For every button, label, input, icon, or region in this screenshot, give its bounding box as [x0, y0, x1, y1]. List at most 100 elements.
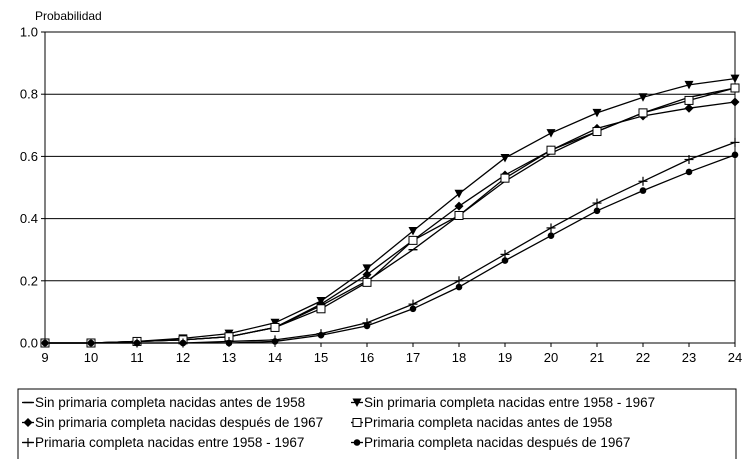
- series-line: [45, 141, 736, 344]
- data-point: [547, 232, 555, 240]
- x-tick-label: 15: [314, 350, 328, 365]
- data-point: [501, 257, 509, 264]
- data-point: [41, 339, 49, 347]
- x-tick-label: 9: [41, 350, 48, 365]
- x-tick-label: 24: [728, 350, 742, 365]
- data-point: [454, 201, 464, 211]
- data-point: [730, 74, 740, 84]
- data-point: [638, 93, 648, 102]
- y-axis: 0.0 0.2 0.4 0.6 0.8 1.0: [20, 25, 45, 351]
- legend-label: Sin primaria completa nacidas entre 1958…: [364, 395, 655, 410]
- x-tick-label: 14: [268, 350, 282, 365]
- legend-item-2: Sin primaria completa nacidas entre 1958…: [351, 395, 655, 410]
- data-point: [730, 83, 740, 93]
- data-point: [225, 339, 233, 347]
- data-point: [730, 97, 740, 107]
- legend-label: Sin primaria completa nacidas antes de 1…: [35, 395, 305, 410]
- data-point: [730, 137, 740, 147]
- legend-label: Primaria completa nacidas antes de 1958: [364, 415, 612, 430]
- x-tick-label: 18: [452, 350, 466, 365]
- data-point: [592, 108, 602, 118]
- legend-item-4: Primaria completa nacidas antes de 1958: [351, 415, 612, 430]
- data-point: [408, 227, 418, 236]
- data-point: [179, 339, 187, 347]
- legend-label: Primaria completa nacidas entre 1958 - 1…: [35, 435, 304, 450]
- data-point: [639, 187, 647, 194]
- data-point: [133, 339, 141, 347]
- series-1: [40, 87, 740, 344]
- data-point: [592, 127, 602, 137]
- data-point: [546, 145, 556, 155]
- data-point: [454, 210, 464, 220]
- data-point: [316, 304, 326, 314]
- series-6: [41, 151, 739, 347]
- data-point: [408, 235, 418, 245]
- data-point: [546, 129, 556, 138]
- data-point: [362, 264, 372, 273]
- data-point: [500, 173, 510, 183]
- series-line: [45, 87, 736, 344]
- x-tick-label: 19: [498, 350, 512, 365]
- x-tick-label: 13: [222, 350, 236, 365]
- data-point: [454, 189, 464, 199]
- series-3: [40, 97, 740, 348]
- data-point: [317, 331, 325, 339]
- data-point: [684, 155, 694, 165]
- legend-item-6: Primaria completa nacidas después de 196…: [351, 435, 630, 450]
- y-tick-label: 0.8: [20, 87, 38, 102]
- x-tick-label: 21: [590, 350, 604, 365]
- series-line: [45, 101, 736, 344]
- y-axis-label: Probabilidad: [35, 9, 102, 23]
- y-tick-label: 0.2: [20, 273, 38, 288]
- x-tick-label: 17: [406, 350, 420, 365]
- y-tick-label: 0.6: [20, 149, 38, 164]
- x-tick-label: 22: [636, 350, 650, 365]
- series-line: [45, 78, 736, 344]
- y-tick-label: 0.4: [20, 211, 38, 226]
- legend-label: Sin primaria completa nacidas después de…: [35, 415, 323, 430]
- x-tick-label: 16: [360, 350, 374, 365]
- data-point: [731, 151, 739, 159]
- legend-marker: [353, 439, 361, 446]
- data-point: [271, 338, 279, 345]
- data-point: [455, 283, 463, 291]
- data-point: [684, 80, 694, 90]
- series-line: [45, 87, 736, 344]
- data-point: [592, 198, 602, 208]
- x-tick-label: 20: [544, 350, 558, 365]
- data-point: [409, 305, 417, 313]
- plot-area-frame: [44, 31, 736, 344]
- data-point: [684, 95, 694, 105]
- data-point: [362, 270, 372, 280]
- gridlines: [45, 93, 735, 282]
- data-point: [362, 277, 372, 287]
- series-4: [40, 83, 740, 348]
- legend-label: Primaria completa nacidas después de 196…: [364, 435, 630, 450]
- x-tick-label: 12: [176, 350, 190, 365]
- data-point: [593, 207, 601, 215]
- legend: [17, 388, 737, 459]
- y-tick-label: 1.0: [20, 25, 38, 40]
- legend-item-1: Sin primaria completa nacidas antes de 1…: [22, 395, 305, 410]
- legend-item-3: Sin primaria completa nacidas después de…: [22, 415, 323, 430]
- x-tick-label: 23: [682, 350, 696, 365]
- data-point: [87, 339, 95, 347]
- data-point: [546, 223, 556, 233]
- x-tick-label: 11: [130, 350, 144, 365]
- data-point: [638, 176, 648, 186]
- legend-marker: [352, 398, 362, 407]
- data-point: [270, 322, 280, 332]
- series-group: [40, 74, 740, 348]
- data-point: [684, 103, 694, 113]
- data-point: [685, 168, 693, 176]
- x-axis: 9 10 11 12 13 14 15 16 17 18 19 20 21 22 23 24: [41, 343, 742, 365]
- legend-entries: Sin primaria completa nacidas antes de 1…: [22, 395, 655, 450]
- data-point: [638, 108, 648, 118]
- y-tick-label: 0.0: [20, 336, 38, 351]
- x-tick-label: 10: [84, 350, 98, 365]
- series-5: [40, 137, 740, 348]
- data-point: [363, 322, 371, 330]
- data-point: [500, 153, 510, 163]
- legend-marker: [23, 418, 33, 427]
